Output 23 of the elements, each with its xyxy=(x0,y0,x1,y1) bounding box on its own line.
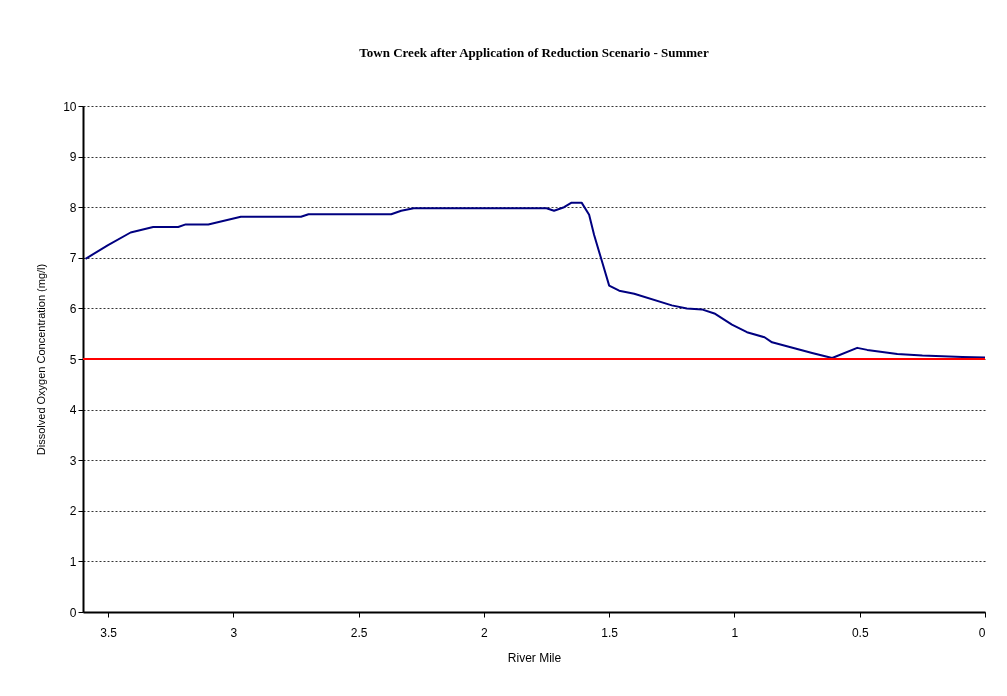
x-axis-title: River Mile xyxy=(507,650,562,665)
y-tick-label: 5 xyxy=(69,352,77,367)
y-tick-label: 0 xyxy=(69,605,77,620)
y-tick-label: 2 xyxy=(69,504,77,519)
line-series xyxy=(84,201,986,359)
x-tick-label: 3 xyxy=(230,625,238,640)
x-tick-label: 3.5 xyxy=(100,625,118,640)
x-tick-label: 1.5 xyxy=(601,625,619,640)
y-tick-label: 9 xyxy=(69,150,77,165)
y-tick-label: 4 xyxy=(69,403,77,418)
y-tick-label: 1 xyxy=(69,554,77,569)
y-tick-label: 7 xyxy=(69,251,77,266)
chart-title: Town Creek after Application of Reduction Scenario - Summer xyxy=(359,45,709,60)
x-tick-label: 0.5 xyxy=(851,625,869,640)
y-tick-label: 10 xyxy=(63,99,77,114)
x-tick-label: 2.5 xyxy=(350,625,368,640)
y-tick-label: 8 xyxy=(69,200,77,215)
y-tick-label: 3 xyxy=(69,453,77,468)
y-tick-label: 6 xyxy=(69,301,77,316)
x-tick-label: 1 xyxy=(731,625,739,640)
x-tick-label: 2 xyxy=(481,625,489,640)
y-axis-title: Dissolved Oxygen Concentration (mg/l) xyxy=(35,263,48,456)
x-tick-label: 0 xyxy=(978,625,986,640)
